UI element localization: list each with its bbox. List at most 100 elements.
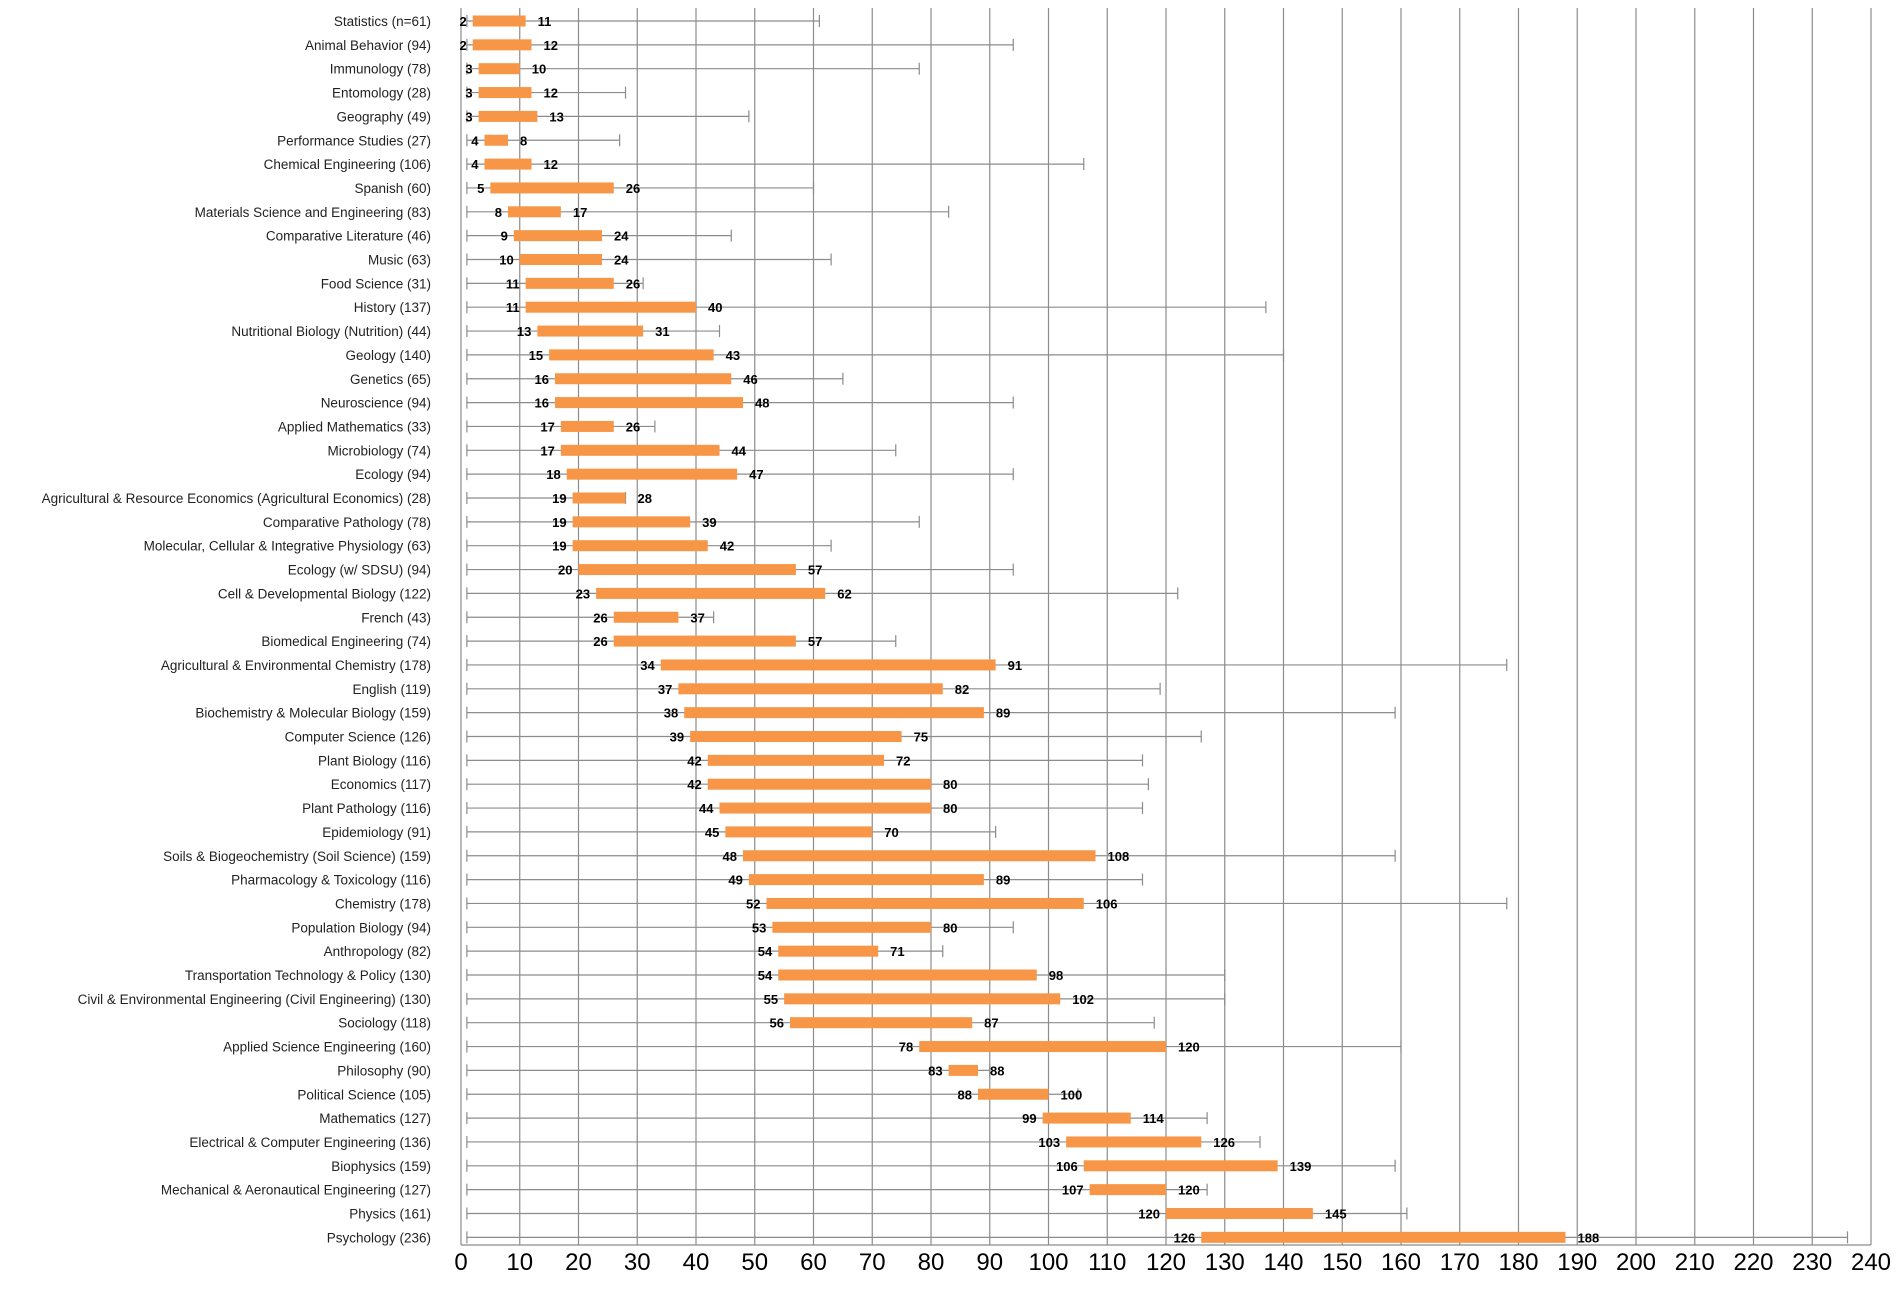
range-bar: [549, 349, 714, 361]
x-axis-tick-labels: 0 10 20 30 40 50 60 70 80 90 100 110 120 130 140 150 160…: [454, 1249, 1891, 1276]
high-value-label: 26: [626, 419, 640, 434]
low-value-label: 17: [540, 443, 554, 458]
low-value-label: 53: [752, 920, 766, 935]
range-bar: [555, 397, 743, 409]
low-value-label: 56: [770, 1016, 784, 1031]
category-label: Performance Studies (27): [277, 133, 431, 148]
low-value-label: 34: [640, 658, 655, 673]
high-value-label: 188: [1578, 1230, 1600, 1245]
range-bar: [560, 444, 720, 456]
range-bar: [566, 468, 738, 480]
x-tick-label: 50: [741, 1249, 768, 1276]
low-value-label: 45: [705, 825, 719, 840]
high-value-label: 40: [708, 300, 722, 315]
category-label: Psychology (236): [327, 1230, 431, 1245]
low-value-label: 103: [1038, 1135, 1060, 1150]
high-value-label: 91: [1008, 658, 1022, 673]
range-bar: [613, 635, 796, 647]
low-value-label: 26: [593, 610, 607, 625]
low-value-label: 78: [899, 1040, 913, 1055]
range-bar: [572, 540, 708, 552]
category-label: Geography (49): [336, 109, 431, 124]
high-value-label: 10: [532, 62, 546, 77]
high-value-label: 46: [743, 372, 757, 387]
category-label: Plant Biology (116): [318, 753, 431, 768]
x-tick-label: 120: [1146, 1249, 1186, 1276]
x-tick-label: 30: [624, 1249, 651, 1276]
category-label: Anthropology (82): [324, 944, 431, 959]
low-value-label: 13: [517, 324, 531, 339]
range-bar: [555, 373, 732, 385]
range-bar: [484, 134, 508, 146]
category-label: Electrical & Computer Engineering (136): [189, 1135, 431, 1150]
category-label: Chemistry (178): [335, 896, 431, 911]
range-bar: [678, 683, 943, 695]
range-bar: [519, 254, 602, 265]
low-value-label: 16: [535, 372, 549, 387]
range-bar: [684, 707, 984, 719]
high-value-label: 139: [1290, 1159, 1312, 1174]
high-value-label: 42: [720, 539, 734, 554]
high-value-label: 80: [943, 920, 957, 935]
high-value-label: 100: [1061, 1087, 1083, 1102]
vertical-gridlines: [460, 8, 1872, 1246]
range-bar: [578, 564, 796, 576]
x-tick-label: 200: [1616, 1249, 1656, 1276]
low-value-label: 9: [501, 229, 508, 244]
high-value-label: 39: [702, 515, 716, 530]
low-value-label: 126: [1174, 1230, 1196, 1245]
category-label: Molecular, Cellular & Integrative Physio…: [144, 539, 431, 554]
category-label: Transportation Technology & Policy (130): [185, 968, 431, 983]
x-tick-label: 230: [1792, 1249, 1832, 1276]
low-value-label: 11: [506, 276, 520, 291]
range-bar: [1083, 1160, 1278, 1172]
low-value-label: 55: [764, 992, 778, 1007]
x-tick-label: 240: [1851, 1249, 1891, 1276]
low-value-label: 3: [465, 109, 472, 124]
range-bar: [743, 850, 1096, 862]
low-value-label: 2: [460, 14, 467, 29]
category-label: Biomedical Engineering (74): [261, 634, 431, 649]
low-value-label: 88: [958, 1087, 972, 1102]
x-tick-label: 10: [506, 1249, 533, 1276]
high-value-label: 80: [943, 801, 957, 816]
low-value-label: 5: [477, 181, 484, 196]
high-value-label: 57: [808, 563, 822, 578]
category-label: Pharmacology & Toxicology (116): [231, 873, 431, 888]
high-value-label: 24: [614, 253, 629, 268]
category-label: Economics (117): [331, 777, 431, 792]
low-value-label: 26: [593, 634, 607, 649]
high-value-label: 102: [1072, 992, 1094, 1007]
high-value-label: 8: [520, 133, 527, 148]
range-bar: [596, 587, 826, 599]
range-bar: [1042, 1112, 1131, 1124]
range-bar: [1066, 1136, 1202, 1148]
low-value-label: 4: [471, 157, 479, 172]
low-value-label: 3: [465, 62, 472, 77]
range-bar: [748, 874, 984, 886]
low-value-label: 49: [728, 873, 742, 888]
x-tick-label: 80: [918, 1249, 945, 1276]
low-value-label: 48: [723, 849, 737, 864]
whiskers: [466, 15, 1849, 1244]
category-label: Food Science (31): [321, 276, 431, 291]
low-value-label: 106: [1056, 1159, 1078, 1174]
high-value-label: 80: [943, 777, 957, 792]
x-tick-label: 180: [1498, 1249, 1538, 1276]
category-label: Animal Behavior (94): [305, 38, 431, 53]
high-value-label: 47: [749, 467, 763, 482]
range-bar: [790, 1017, 973, 1029]
category-label: Agricultural & Environmental Chemistry (…: [161, 658, 431, 673]
low-value-label: 54: [758, 944, 773, 959]
category-label: Cell & Developmental Biology (122): [218, 586, 431, 601]
range-bar: [478, 110, 538, 122]
range-bar: [772, 921, 931, 933]
x-tick-label: 170: [1440, 1249, 1480, 1276]
high-value-label: 108: [1108, 849, 1130, 864]
category-label: Comparative Pathology (78): [263, 515, 431, 530]
x-tick-label: 150: [1322, 1249, 1362, 1276]
low-value-label: 2: [460, 38, 467, 53]
range-bar: [707, 778, 931, 790]
category-label: Spanish (60): [354, 181, 431, 196]
